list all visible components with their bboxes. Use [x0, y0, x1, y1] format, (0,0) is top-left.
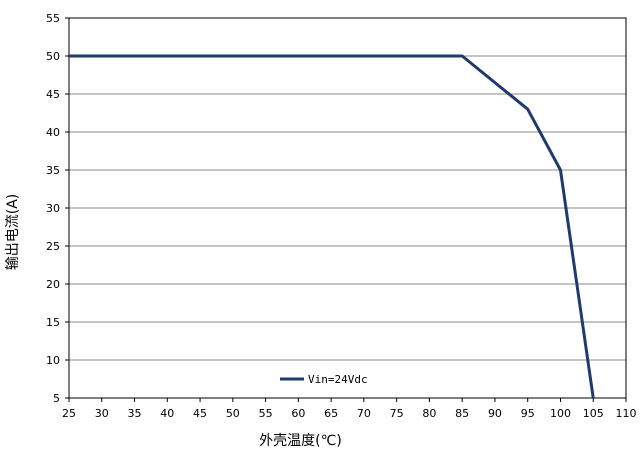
x-tick-labels: 25 30 35 40 45 50 55 60 65 70 75 80 85 90 95 100 105 110 [62, 398, 637, 420]
x-tick-label: 90 [488, 407, 502, 420]
x-tick-label: 45 [193, 407, 207, 420]
y-tick-label: 5 [53, 392, 60, 405]
x-tick-label: 35 [128, 407, 142, 420]
x-tick-label: 60 [291, 407, 305, 420]
x-tick-label: 110 [616, 407, 637, 420]
legend: Vin=24Vdc [280, 373, 368, 386]
x-tick-label: 75 [390, 407, 404, 420]
series-line [69, 54, 595, 399]
y-axis-title: 输出电流(A) [5, 194, 21, 271]
y-tick-labels: 5 10 15 20 25 30 35 40 45 50 55 [46, 12, 69, 405]
x-tick-label: 30 [95, 407, 109, 420]
legend-label: Vin=24Vdc [308, 373, 368, 386]
y-tick-label: 20 [46, 278, 60, 291]
y-tick-label: 55 [46, 12, 60, 25]
y-tick-label: 45 [46, 88, 60, 101]
x-tick-label: 80 [422, 407, 436, 420]
x-tick-label: 105 [583, 407, 604, 420]
y-tick-label: 40 [46, 126, 60, 139]
x-axis-title: 外壳温度(℃) [259, 432, 342, 449]
y-tick-label: 30 [46, 202, 60, 215]
series-layer [69, 54, 595, 399]
x-tick-label: 50 [226, 407, 240, 420]
x-tick-label: 40 [160, 407, 174, 420]
x-tick-label: 100 [550, 407, 571, 420]
x-tick-label: 95 [521, 407, 535, 420]
y-tick-label: 25 [46, 240, 60, 253]
y-tick-label: 10 [46, 354, 60, 367]
x-tick-label: 70 [357, 407, 371, 420]
x-tick-label: 85 [455, 407, 469, 420]
x-tick-label: 65 [324, 407, 338, 420]
x-tick-label: 25 [62, 407, 76, 420]
y-tick-label: 50 [46, 50, 60, 63]
y-tick-label: 35 [46, 164, 60, 177]
y-tick-label: 15 [46, 316, 60, 329]
x-tick-label: 55 [259, 407, 273, 420]
